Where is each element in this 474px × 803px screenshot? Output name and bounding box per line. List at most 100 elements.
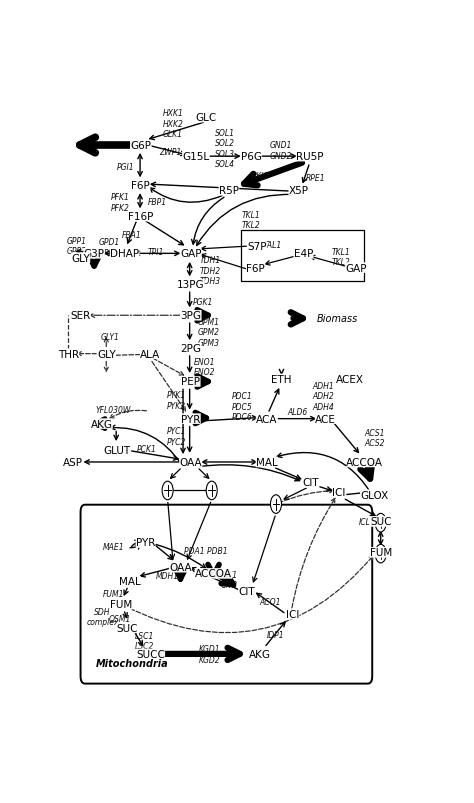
Text: PYK1
PYK2: PYK1 PYK2 [166,391,186,410]
Text: AKG: AKG [91,419,112,429]
Text: OAA: OAA [169,563,192,573]
Text: GPP1
GPP2: GPP1 GPP2 [67,236,87,255]
Text: SUC: SUC [370,517,392,527]
Text: ACO1: ACO1 [260,597,281,606]
Text: TDH1
TDH2
TDH3: TDH1 TDH2 TDH3 [200,256,221,286]
Text: PDA1 PDB1: PDA1 PDB1 [184,546,228,556]
Text: E4P: E4P [294,249,313,259]
Text: ICI: ICI [332,487,346,497]
Text: GLOX: GLOX [360,490,389,500]
Text: Biomass: Biomass [316,314,358,324]
Bar [241,231,364,282]
Text: CIT1
CIT3: CIT1 CIT3 [220,570,237,589]
Text: GLY: GLY [97,349,116,359]
Text: SER: SER [71,311,91,321]
Text: 13PG: 13PG [177,280,205,290]
Text: X5P: X5P [289,186,309,196]
Text: ACS1
ACS2: ACS1 ACS2 [364,428,385,447]
Text: PYR: PYR [181,414,201,424]
Text: GLC: GLC [196,113,217,123]
Circle shape [375,544,386,563]
Text: PYR: PYR [136,538,155,548]
Text: GLUT: GLUT [104,445,131,455]
Text: TKL1
TKL2: TKL1 TKL2 [242,210,260,230]
Text: PGK1: PGK1 [193,297,213,306]
Circle shape [162,482,173,500]
Text: SOL1
SOL2
SOL3
SOL4: SOL1 SOL2 SOL3 SOL4 [215,128,235,169]
Text: ACEX: ACEX [336,374,364,385]
Text: RKI1: RKI1 [252,173,269,181]
Text: F6P: F6P [131,181,150,191]
Text: GND1
GND2: GND1 GND2 [269,141,292,161]
Text: FUM: FUM [370,548,392,557]
Text: ALA: ALA [140,349,161,359]
Text: GAP: GAP [180,249,201,259]
Text: G15L: G15L [182,152,210,162]
Text: MAL: MAL [256,458,278,467]
Text: ENO1
ENO2: ENO1 ENO2 [193,357,215,377]
Text: ACE: ACE [315,414,336,424]
Text: GLY1: GLY1 [100,333,119,342]
Text: P6G: P6G [240,152,262,162]
Text: RPE1: RPE1 [306,173,326,182]
Text: ICI: ICI [286,609,299,619]
FancyBboxPatch shape [81,505,372,684]
Text: ICL1: ICL1 [359,517,375,526]
Text: THR: THR [58,349,79,359]
Text: PYC1
PYC2: PYC1 PYC2 [166,426,186,446]
Text: FUM: FUM [110,600,132,609]
Text: ALD6: ALD6 [287,407,308,416]
Text: PGI1: PGI1 [117,163,134,172]
Text: G3P: G3P [83,249,105,259]
Text: FUM1: FUM1 [103,589,124,598]
Circle shape [375,514,386,532]
Text: ACA: ACA [256,414,278,424]
Circle shape [271,495,282,514]
Text: HXK1
HXK2
GLK1: HXK1 HXK2 GLK1 [163,109,183,139]
Text: FBP1: FBP1 [148,198,167,207]
Text: F16P: F16P [128,212,154,222]
Text: TKL1
TKL2: TKL1 TKL2 [332,247,351,267]
Text: Mitochondria: Mitochondria [96,658,169,668]
Text: ADH1
ADH2
ADH4: ADH1 ADH2 ADH4 [312,381,334,411]
Text: ASP: ASP [63,458,83,467]
Text: 2PG: 2PG [180,344,201,353]
Text: GAP: GAP [346,263,367,273]
Text: LSC1
LSC2: LSC1 LSC2 [135,631,154,650]
Text: ETH: ETH [271,374,292,385]
Text: S7P: S7P [247,242,267,251]
Text: ACCOA: ACCOA [346,458,383,467]
Text: R5P: R5P [219,186,239,196]
Text: CIT: CIT [302,478,319,487]
Text: CIT: CIT [238,586,255,596]
Text: GLY: GLY [71,254,90,263]
Text: F6P: F6P [246,263,265,273]
Text: SDH
complex: SDH complex [86,607,119,626]
Text: SUC: SUC [117,623,138,633]
Text: PDC1
PDC5
PDC6: PDC1 PDC5 PDC6 [232,392,253,422]
Text: AKG: AKG [248,649,271,659]
Text: GPM1
GPM2
GPM3: GPM1 GPM2 GPM3 [198,318,220,348]
Text: 3PG: 3PG [180,311,201,321]
Circle shape [206,482,217,500]
Text: MDH1: MDH1 [156,571,179,580]
Text: OSM1: OSM1 [109,614,131,623]
Text: OAA: OAA [180,458,202,467]
Text: GPD1
GPD2: GPD1 GPD2 [98,238,119,258]
Text: IDP1: IDP1 [267,630,285,638]
Text: G6P: G6P [130,141,151,151]
Text: TPI1: TPI1 [147,247,164,257]
Text: TAL1: TAL1 [264,240,282,249]
Text: FBA1: FBA1 [122,231,142,240]
Text: PFK1
PFK2: PFK1 PFK2 [110,193,129,213]
Text: RU5P: RU5P [296,152,324,162]
Text: PCK1: PCK1 [137,444,156,453]
Text: KGD1
KGD2: KGD1 KGD2 [198,644,220,664]
Text: MAE1: MAE1 [103,542,125,551]
Text: DHAP: DHAP [110,249,139,259]
Text: YFL030W: YFL030W [96,406,131,415]
Text: PEP: PEP [181,377,200,387]
Text: SUCC: SUCC [136,649,165,659]
Text: MAL: MAL [119,577,141,587]
Text: ACCOA: ACCOA [195,569,232,579]
